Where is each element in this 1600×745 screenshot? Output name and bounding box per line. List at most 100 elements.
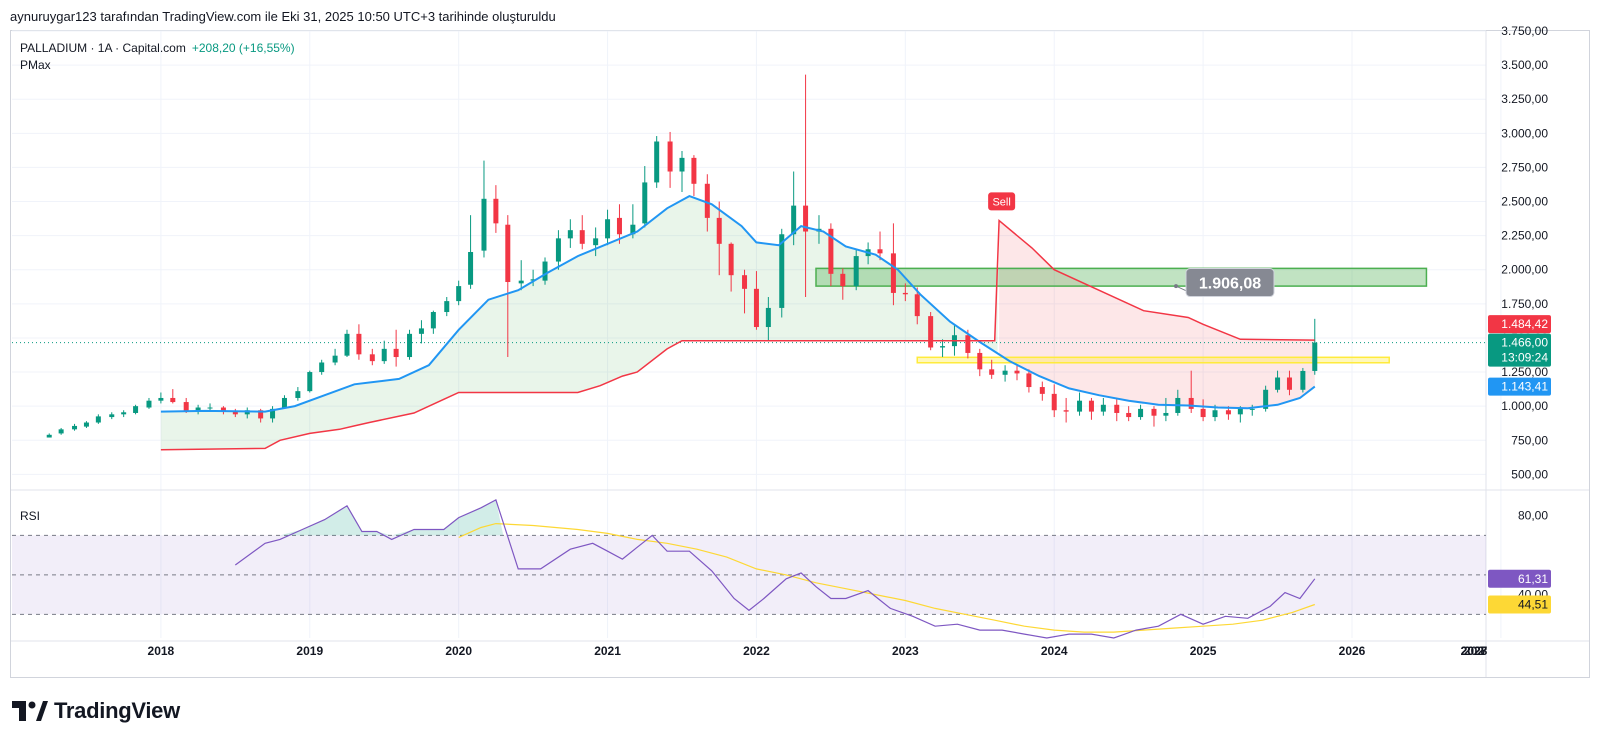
price-tick-label: 2.250,00 xyxy=(1501,229,1548,243)
price-tick-label: 750,00 xyxy=(1511,433,1548,447)
candle-body xyxy=(1237,408,1243,415)
candle-body xyxy=(183,402,189,412)
chart-caption: aynuruygar123 tarafından TradingView.com… xyxy=(10,9,556,24)
candle-body xyxy=(481,198,487,251)
rsi-tick-label: 80,00 xyxy=(1518,509,1548,523)
candle-body xyxy=(220,407,226,412)
candle-body xyxy=(1063,410,1069,412)
candle-body xyxy=(567,230,573,239)
candle-body xyxy=(332,355,338,363)
candle-body xyxy=(716,217,722,244)
candle-body xyxy=(518,280,524,284)
candle-body xyxy=(1088,400,1094,412)
bar-countdown-label: 13:09:24 xyxy=(1501,351,1548,365)
candle-body xyxy=(109,414,115,418)
candle-body xyxy=(493,198,499,224)
candle-body xyxy=(407,333,413,358)
pmax-bull-fill xyxy=(160,196,998,450)
price-tick-label: 2.750,00 xyxy=(1501,160,1548,174)
ma-price-label: 1.143,41 xyxy=(1501,380,1548,394)
candle-body xyxy=(605,219,611,239)
candle-body xyxy=(83,422,89,427)
candle-body xyxy=(742,275,748,289)
tradingview-logo-icon xyxy=(12,701,48,721)
target-price-callout xyxy=(1185,268,1275,298)
candle-body xyxy=(1039,387,1045,394)
candle-body xyxy=(940,346,946,348)
last-price-badge xyxy=(1488,333,1551,352)
candle-body xyxy=(1077,400,1083,412)
time-tick-label: 2021 xyxy=(594,644,621,658)
pmax-line xyxy=(160,219,1315,451)
candle-body xyxy=(579,230,585,244)
candle-body xyxy=(989,369,995,375)
candle-body xyxy=(46,434,52,438)
candle-body xyxy=(555,238,561,262)
rsi-value-label: 61,31 xyxy=(1518,572,1548,586)
candle-body xyxy=(1312,342,1318,371)
time-tick-label: 2022 xyxy=(743,644,770,658)
candle-body xyxy=(393,348,399,358)
tradingview-wordmark: TradingView xyxy=(54,698,180,723)
candle-body xyxy=(369,354,375,362)
candle-body xyxy=(1249,408,1255,410)
sell-signal-label: Sell xyxy=(992,196,1010,208)
candle-body xyxy=(890,253,896,293)
chart-legend: PALLADIUM · 1A · Capital.com +208,20 (+16… xyxy=(20,40,295,74)
candle-body xyxy=(258,410,264,419)
candle-body xyxy=(1163,412,1169,416)
candle-body xyxy=(977,352,983,370)
candle-body xyxy=(704,183,710,218)
rsi-legend[interactable]: RSI xyxy=(20,509,41,523)
candle-body xyxy=(207,407,213,409)
candle-body xyxy=(418,328,424,334)
candle-body xyxy=(1002,370,1008,375)
time-tick-label: 2028 xyxy=(1461,644,1488,658)
ma-price-badge xyxy=(1488,377,1551,396)
candle-body xyxy=(1225,410,1231,415)
pmax-price-label: 1.484,42 xyxy=(1501,317,1548,331)
candle-body xyxy=(430,312,436,329)
legend-indicator[interactable]: PMax xyxy=(20,58,51,72)
resistance-zone xyxy=(815,267,1428,287)
price-tick-label: 500,00 xyxy=(1511,467,1548,481)
price-tick-label: 3.000,00 xyxy=(1501,126,1548,140)
candle-body xyxy=(158,397,164,401)
candle-body xyxy=(542,261,548,281)
candle-body xyxy=(1100,404,1106,412)
support-zone xyxy=(916,356,1390,364)
candle-body xyxy=(630,224,636,235)
rsi-ma-badge xyxy=(1488,595,1551,614)
price-tick-label: 1.750,00 xyxy=(1501,297,1548,311)
candle-body xyxy=(319,362,325,373)
candle-body xyxy=(667,141,673,172)
candle-body xyxy=(456,286,462,302)
tradingview-brand[interactable]: TradingView xyxy=(12,698,180,724)
candle-body xyxy=(1138,408,1144,418)
sell-signal-marker xyxy=(988,192,1016,211)
candle-body xyxy=(232,411,238,415)
bar-countdown-badge xyxy=(1488,348,1551,367)
candle-body xyxy=(1200,408,1206,418)
candle-body xyxy=(121,412,127,415)
candle-body xyxy=(1014,370,1020,374)
candle-body xyxy=(1212,410,1218,418)
candle-body xyxy=(965,335,971,353)
candle-body xyxy=(1026,373,1032,388)
candle-body xyxy=(1151,408,1157,416)
rsi-line xyxy=(234,499,1316,639)
candle-body xyxy=(1263,389,1269,409)
candle-body xyxy=(444,301,450,313)
legend-symbol[interactable]: PALLADIUM · 1A · Capital.com xyxy=(20,41,186,55)
candle-body xyxy=(72,425,78,430)
candle-body xyxy=(270,408,276,419)
candle-body xyxy=(765,307,771,328)
time-tick-label: 2018 xyxy=(148,644,175,658)
candle-body xyxy=(505,224,511,283)
price-tick-label: 3.750,00 xyxy=(1501,24,1548,38)
candle-body xyxy=(902,292,908,295)
candle-body xyxy=(616,217,622,235)
candle-body xyxy=(679,157,685,172)
price-tick-label: 1.250,00 xyxy=(1501,365,1548,379)
